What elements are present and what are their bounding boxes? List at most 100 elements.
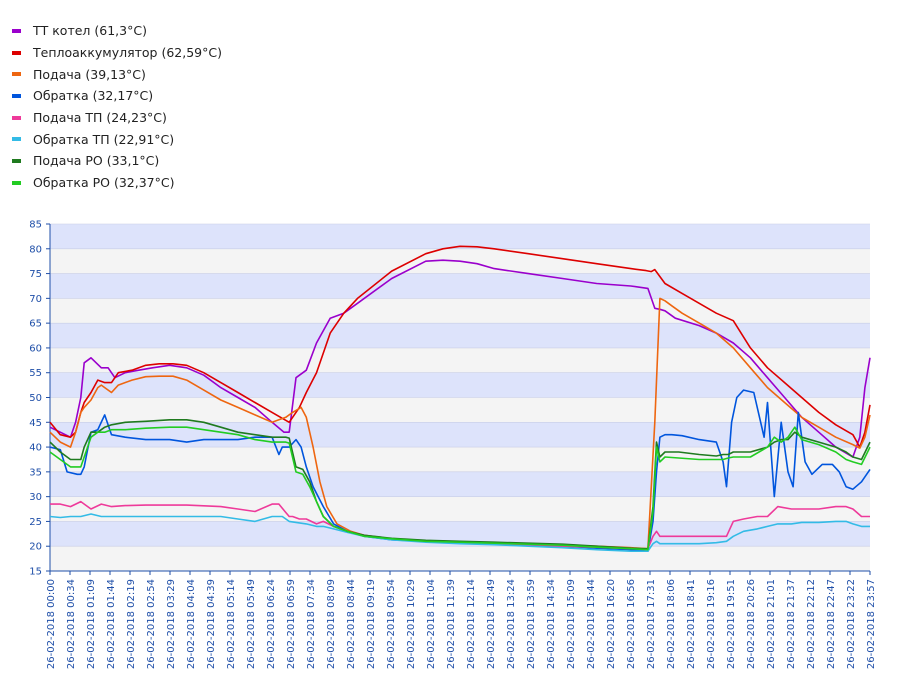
legend-item: Подача (39,13°C) [12, 63, 222, 85]
series-line [49, 259, 871, 458]
legend-label: Обратка (32,17°C) [33, 88, 154, 104]
grid-band [50, 546, 870, 571]
legend-swatch [12, 137, 21, 142]
grid-lines [50, 223, 870, 572]
legend-label: Обратка РО (32,37°C) [33, 175, 175, 191]
y-tick-label: 20 [29, 542, 42, 553]
series-line [49, 513, 870, 553]
y-tick-label: 50 [29, 393, 42, 404]
x-tick-label: 26-02-2018 05:14 [226, 579, 237, 669]
y-tick-label: 70 [29, 294, 42, 305]
x-tick-label: 26-02-2018 06:24 [266, 579, 277, 669]
series-line [49, 297, 871, 550]
x-tick-label: 26-02-2018 12:49 [486, 579, 497, 669]
y-tick-label: 25 [29, 517, 42, 528]
legend-item: Обратка РО (32,37°C) [12, 172, 222, 194]
grid-band [50, 273, 870, 299]
x-tick-label: 26-02-2018 21:37 [786, 579, 797, 669]
legend-swatch [12, 180, 21, 185]
y-tick-label: 65 [29, 319, 42, 330]
x-tick-label: 26-02-2018 02:54 [146, 579, 157, 669]
x-tick-label: 26-02-2018 01:09 [86, 579, 97, 669]
legend-item: Подача РО (33,1°C) [12, 150, 222, 172]
x-tick-label: 26-02-2018 12:14 [466, 579, 477, 669]
legend-item: Обратка ТП (22,91°C) [12, 128, 222, 150]
legend-label: Подача РО (33,1°C) [33, 153, 160, 169]
x-tick-label: 26-02-2018 11:04 [426, 579, 437, 669]
legend-swatch [12, 50, 21, 55]
x-tick-label: 26-02-2018 04:39 [206, 579, 217, 669]
grid-band [50, 347, 870, 373]
x-tick-label: 26-02-2018 13:59 [526, 579, 537, 669]
legend-swatch [12, 158, 21, 163]
x-tick-label: 26-02-2018 16:56 [626, 579, 637, 669]
legend-label: Обратка ТП (22,91°C) [33, 131, 175, 147]
x-tick-label: 26-02-2018 18:41 [686, 579, 697, 669]
x-tick-label: 26-02-2018 05:49 [246, 579, 257, 669]
y-tick-label: 75 [29, 269, 42, 280]
legend-item: Теплоаккумулятор (62,59°C) [12, 42, 222, 64]
x-tick-label: 26-02-2018 23:57 [866, 579, 877, 669]
x-tick-label: 26-02-2018 07:34 [306, 579, 317, 669]
x-tick-label: 26-02-2018 00:00 [46, 579, 57, 669]
y-tick-label: 40 [29, 443, 42, 454]
y-tick-label: 30 [29, 492, 42, 503]
grid-band [50, 471, 870, 497]
x-axis-ticks: 26-02-2018 00:00 26-02-2018 00:34 26-02-20… [46, 571, 877, 669]
x-tick-label: 26-02-2018 16:20 [606, 579, 617, 669]
x-tick-label: 26-02-2018 15:44 [586, 579, 597, 669]
x-tick-label: 26-02-2018 03:29 [166, 579, 177, 669]
y-tick-label: 35 [29, 467, 42, 478]
legend-label: Подача (39,13°C) [33, 66, 146, 82]
x-tick-label: 26-02-2018 04:04 [186, 579, 197, 669]
x-tick-label: 26-02-2018 00:34 [66, 579, 77, 669]
x-tick-label: 26-02-2018 21:01 [766, 579, 777, 669]
legend-swatch [12, 93, 21, 98]
x-tick-label: 26-02-2018 10:29 [406, 579, 417, 669]
x-tick-label: 26-02-2018 06:59 [286, 579, 297, 669]
series-line [49, 426, 871, 551]
y-tick-label: 85 [29, 220, 42, 231]
grid-band [50, 224, 870, 249]
y-tick-label: 80 [29, 244, 42, 255]
legend-label: Теплоаккумулятор (62,59°C) [33, 45, 222, 61]
x-tick-label: 26-02-2018 11:39 [446, 579, 457, 669]
legend-swatch [12, 115, 21, 120]
x-tick-label: 26-02-2018 22:12 [806, 579, 817, 669]
y-tick-label: 60 [29, 343, 42, 354]
x-tick-label: 26-02-2018 23:22 [846, 579, 857, 669]
grid-band [50, 372, 870, 398]
x-tick-label: 26-02-2018 20:26 [746, 579, 757, 669]
grid-band [50, 323, 870, 348]
legend-swatch [12, 28, 21, 33]
legend-label: ТТ котел (61,3°C) [33, 23, 147, 39]
legend-label: Подача ТП (24,23°C) [33, 110, 167, 126]
x-tick-label: 26-02-2018 19:51 [726, 579, 737, 669]
grid-band [50, 447, 870, 472]
series-lines [49, 245, 871, 553]
x-tick-label: 26-02-2018 22:47 [826, 579, 837, 669]
x-tick-label: 26-02-2018 15:09 [566, 579, 577, 669]
x-tick-label: 26-02-2018 19:16 [706, 579, 717, 669]
y-tick-label: 45 [29, 418, 42, 429]
y-tick-label: 15 [29, 567, 42, 578]
x-tick-label: 26-02-2018 17:31 [646, 579, 657, 669]
y-axis-ticks: 15 20 25 30 35 40 45 50 55 60 65 70 75 80 85 [29, 220, 50, 578]
legend: ТТ котел (61,3°C) Теплоаккумулятор (62,59… [12, 20, 222, 194]
series-line [49, 245, 871, 448]
x-tick-label: 26-02-2018 09:54 [386, 579, 397, 669]
x-tick-label: 26-02-2018 09:19 [366, 579, 377, 669]
grid-band [50, 397, 870, 423]
grid-band [50, 298, 870, 324]
x-tick-label: 26-02-2018 14:34 [546, 579, 557, 669]
series-line [49, 418, 871, 550]
x-tick-label: 26-02-2018 02:19 [126, 579, 137, 669]
x-tick-label: 26-02-2018 08:09 [326, 579, 337, 669]
y-tick-label: 55 [29, 368, 42, 379]
x-tick-label: 26-02-2018 13:24 [506, 579, 517, 669]
x-tick-label: 26-02-2018 18:06 [666, 579, 677, 669]
legend-item: ТТ котел (61,3°C) [12, 20, 222, 42]
legend-item: Обратка (32,17°C) [12, 85, 222, 107]
grid-band [50, 422, 870, 448]
